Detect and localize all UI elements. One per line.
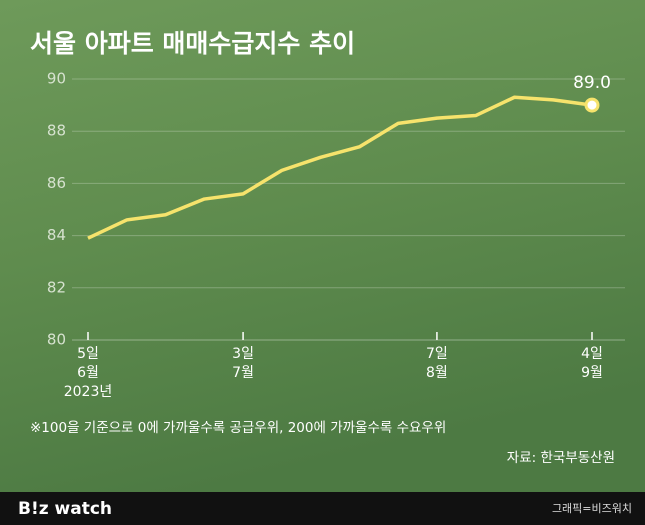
y-tick-label: 82: [47, 278, 66, 296]
line: [87, 95, 593, 240]
y-tick-label: 88: [47, 122, 66, 140]
x-tick-label: 7일: [426, 346, 448, 362]
x-tick-label: 8월: [426, 365, 448, 381]
x-tick-label: 4일: [581, 346, 603, 362]
logo: B!z watch: [18, 499, 112, 519]
note: ※100을 기준으로 0에 가까울수록 공급우위, 200에 가까울수록 수요우…: [30, 420, 446, 436]
x-tick-label: 3일: [232, 346, 254, 362]
source: 자료: 한국부동산원: [507, 450, 615, 466]
x-tick-label: 2023년: [64, 384, 113, 400]
background: [0, 0, 645, 492]
x-tick-label: 7월: [232, 365, 254, 381]
y-tick-label: 80: [47, 331, 66, 349]
credit: 그래픽=비즈워치: [552, 502, 632, 515]
value-label: 89.0: [573, 73, 611, 93]
x-tick-label: 5일: [77, 346, 99, 362]
x-tick-label: 6월: [77, 365, 99, 381]
point: [584, 97, 600, 113]
y-tick-label: 90: [47, 70, 66, 88]
y-tick-label: 84: [47, 226, 66, 244]
y-tick-label: 86: [47, 174, 66, 192]
x-tick-label: 9월: [581, 365, 603, 381]
chart-title: 서울 아파트 매매수급지수 추이: [30, 29, 355, 58]
footer-bar: [0, 492, 645, 525]
